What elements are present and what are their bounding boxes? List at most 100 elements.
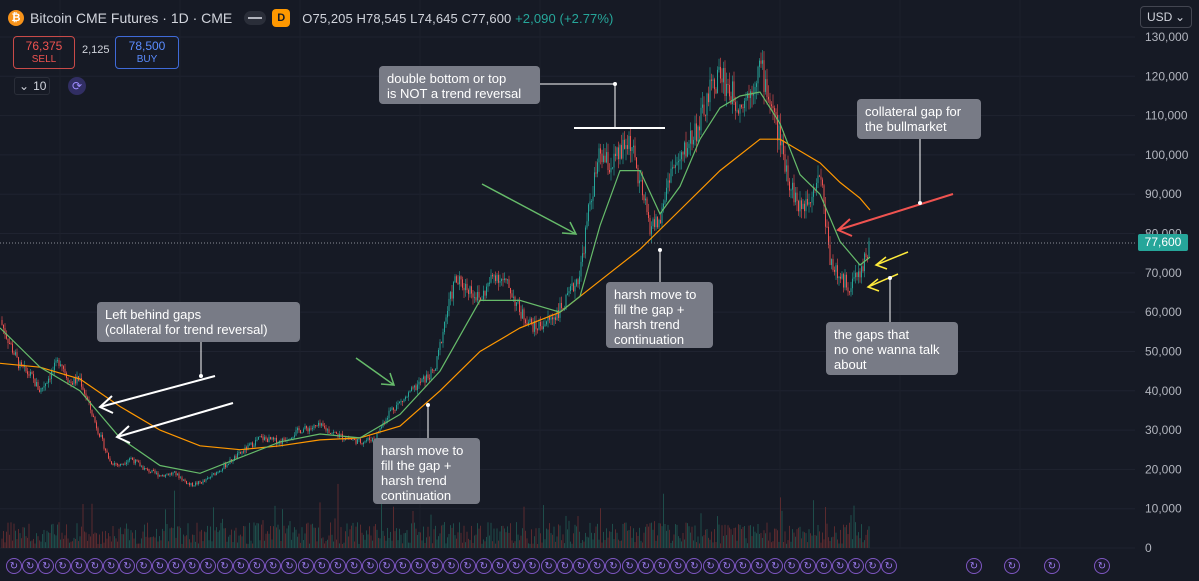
volume-bar [855, 522, 856, 548]
volume-bar [222, 518, 223, 548]
volume-bar [66, 524, 67, 548]
sync-event-icon[interactable]: ↻ [686, 558, 703, 574]
annotation-harsh-move-2[interactable]: harsh move to fill the gap + harsh trend… [606, 282, 713, 348]
sync-event-icon[interactable]: ↻ [22, 558, 39, 574]
sync-event-icon[interactable]: ↻ [1094, 558, 1110, 574]
sync-event-icon[interactable]: ↻ [556, 558, 573, 574]
sync-event-icon[interactable]: ↻ [966, 558, 982, 574]
volume-bar [141, 538, 142, 548]
sync-event-icon[interactable]: ↻ [670, 558, 687, 574]
candle-body [646, 198, 648, 213]
candle-body [304, 426, 306, 430]
sync-event-icon[interactable]: ↻ [718, 558, 735, 574]
sync-event-icon[interactable]: ↻ [54, 558, 71, 574]
sync-event-icon[interactable]: ↻ [508, 558, 525, 574]
sync-event-icon[interactable]: ↻ [297, 558, 314, 574]
quantity-dropdown[interactable]: ⌄ 10 [14, 77, 50, 95]
volume-bar [667, 524, 669, 548]
candle-body [205, 479, 207, 482]
sync-event-icon[interactable]: ↻ [540, 558, 557, 574]
sync-event-icon[interactable]: ↻ [654, 558, 670, 574]
sync-event-icon[interactable]: ↻ [38, 558, 55, 574]
sync-event-icon[interactable]: ↻ [119, 558, 136, 574]
sell-button[interactable]: 76,375 SELL [13, 36, 75, 69]
sync-event-icon[interactable]: ↻ [232, 558, 249, 574]
sync-event-icon[interactable]: ↻ [848, 558, 865, 574]
symbol-header[interactable]: ₿ Bitcoin CME Futures · 1D · CME D O75,2… [8, 6, 613, 30]
sync-event-icon[interactable]: ↻ [184, 558, 201, 574]
candle-body [540, 321, 541, 327]
sync-event-icon[interactable]: ↻ [783, 558, 800, 574]
candle-body [87, 397, 88, 400]
candle-body [325, 427, 327, 431]
visibility-toggle-icon[interactable] [244, 11, 267, 25]
candle-body [465, 283, 466, 291]
candle-body [276, 437, 277, 445]
volume-bar [672, 540, 673, 548]
price-axis: 0 10,000 20,000 30,000 40,000 50,000 60,000 70,… [1145, 30, 1189, 555]
sync-event-icon[interactable]: ↻ [459, 558, 476, 574]
buy-button[interactable]: 78,500 BUY [115, 36, 179, 69]
candle-body [28, 374, 30, 376]
sync-event-icon[interactable]: ↻ [362, 558, 379, 574]
sync-event-icon[interactable]: ↻ [330, 558, 346, 574]
sync-event-icon[interactable]: ↻ [378, 558, 395, 574]
sync-event-icon[interactable]: ↻ [6, 558, 22, 574]
sync-event-icon[interactable]: ↻ [1044, 558, 1060, 574]
sync-event-icon[interactable]: ↻ [135, 558, 152, 574]
sync-event-icon[interactable]: ↻ [621, 558, 638, 574]
sync-event-icon[interactable]: ↻ [880, 558, 897, 574]
sync-event-icon[interactable]: ↻ [475, 558, 492, 574]
annotation-double-bottom[interactable]: double bottom or top is NOT a trend reve… [379, 66, 540, 104]
volume-bar [741, 528, 742, 548]
sync-event-icon[interactable]: ↻ [443, 558, 460, 574]
sync-event-icon[interactable]: ↻ [151, 558, 168, 574]
sync-event-icon[interactable]: ↻ [864, 558, 881, 574]
sync-event-icon[interactable]: ↻ [492, 558, 508, 574]
sync-event-icon[interactable]: ↻ [751, 558, 768, 574]
sync-event-icon[interactable]: ↻ [735, 558, 751, 574]
sync-icon[interactable]: ⟳ [68, 77, 86, 95]
annotation-left-gaps[interactable]: Left behind gaps (collateral for trend r… [97, 302, 300, 342]
symbol-title[interactable]: Bitcoin CME Futures · 1D · CME [30, 10, 233, 26]
sync-event-icon[interactable]: ↻ [605, 558, 622, 574]
sync-event-icon[interactable]: ↻ [589, 558, 606, 574]
sync-event-icon[interactable]: ↻ [799, 558, 816, 574]
volume-bar [487, 522, 489, 548]
annotation-no-one[interactable]: the gaps that no one wanna talk about [826, 322, 958, 375]
sync-event-icon[interactable]: ↻ [313, 558, 330, 574]
sync-event-icon[interactable]: ↻ [637, 558, 654, 574]
sync-event-icon[interactable]: ↻ [573, 558, 589, 574]
candle-body [183, 479, 184, 481]
volume-bar [369, 526, 370, 548]
sync-event-icon[interactable]: ↻ [103, 558, 120, 574]
annotation-harsh-move-1[interactable]: harsh move to fill the gap + harsh trend… [373, 438, 480, 504]
sync-event-icon[interactable]: ↻ [168, 558, 184, 574]
sync-event-icon[interactable]: ↻ [832, 558, 849, 574]
annotation-collateral-bull[interactable]: collateral gap for the bullmarket [857, 99, 981, 139]
sync-event-icon[interactable]: ↻ [70, 558, 87, 574]
sync-event-icon[interactable]: ↻ [411, 558, 427, 574]
candle-body [687, 148, 688, 157]
sync-event-icon[interactable]: ↻ [265, 558, 282, 574]
volume-bar [238, 535, 240, 548]
sync-event-icon[interactable]: ↻ [249, 558, 265, 574]
candle-body [57, 360, 58, 362]
sync-event-icon[interactable]: ↻ [427, 558, 444, 574]
sync-event-icon[interactable]: ↻ [281, 558, 298, 574]
candle-body [709, 79, 711, 103]
sync-event-icon[interactable]: ↻ [216, 558, 233, 574]
sync-event-icon[interactable]: ↻ [394, 558, 411, 574]
sync-event-icon[interactable]: ↻ [1004, 558, 1020, 574]
sync-event-icon[interactable]: ↻ [200, 558, 217, 574]
sync-event-icon[interactable]: ↻ [767, 558, 784, 574]
sync-event-icon[interactable]: ↻ [524, 558, 541, 574]
sync-event-icon[interactable]: ↻ [346, 558, 363, 574]
currency-selector[interactable]: USD ⌄ [1140, 6, 1192, 28]
delayed-data-badge[interactable]: D [272, 9, 291, 27]
sync-event-icon[interactable]: ↻ [816, 558, 832, 574]
volume-bar [507, 526, 508, 548]
sync-event-icon[interactable]: ↻ [702, 558, 719, 574]
sync-event-icon[interactable]: ↻ [87, 558, 103, 574]
